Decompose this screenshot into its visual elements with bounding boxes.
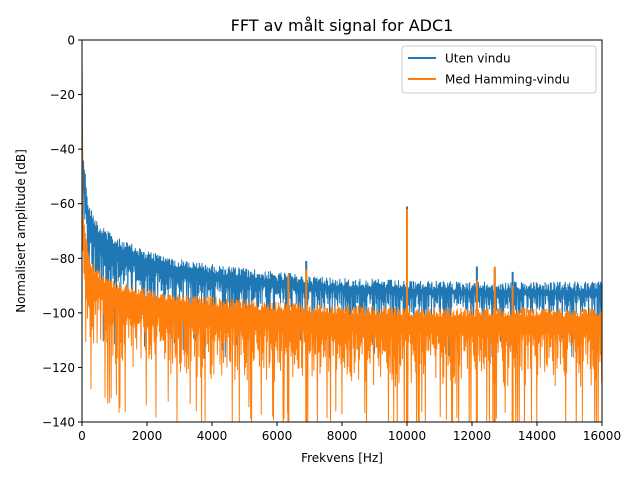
y-tick-label-1: −20 [50,88,75,102]
x-tick-label-1: 2000 [132,429,163,443]
x-tick-label-0: 0 [78,429,86,443]
x-axis-label: Frekvens [Hz] [301,451,383,465]
series-med-hamming-vindu [82,56,602,422]
legend-label-uten-vindu: Uten vindu [445,52,511,66]
chart-title: FFT av målt signal for ADC1 [231,16,454,35]
series-layer [82,56,602,422]
y-axis-label: Normalisert amplitude [dB] [14,149,28,313]
legend-label-med-hamming-vindu: Med Hamming-vindu [445,73,570,87]
y-tick-label-6: −120 [42,361,75,375]
y-tick-label-7: −140 [42,416,75,430]
legend: Uten vindu Med Hamming-vindu [401,45,597,94]
y-tick-label-0: 0 [67,34,75,48]
x-tick-label-8: 16000 [583,429,621,443]
x-tick-label-2: 4000 [197,429,228,443]
y-axis: 0 −20 −40 −60 −80 −100 −120 −140 [42,34,82,430]
y-tick-label-2: −40 [50,143,75,157]
y-tick-label-5: −100 [42,306,75,320]
x-tick-label-4: 8000 [327,429,358,443]
x-axis: 0 2000 4000 6000 8000 10000 12000 14000 16000 [78,422,621,443]
series-line-1 [82,56,602,422]
x-tick-label-7: 14000 [518,429,556,443]
x-tick-label-3: 6000 [262,429,293,443]
y-tick-label-4: −80 [50,252,75,266]
legend-box [401,45,597,94]
x-tick-label-6: 12000 [453,429,491,443]
y-tick-label-3: −60 [50,197,75,211]
x-tick-label-5: 10000 [388,429,426,443]
